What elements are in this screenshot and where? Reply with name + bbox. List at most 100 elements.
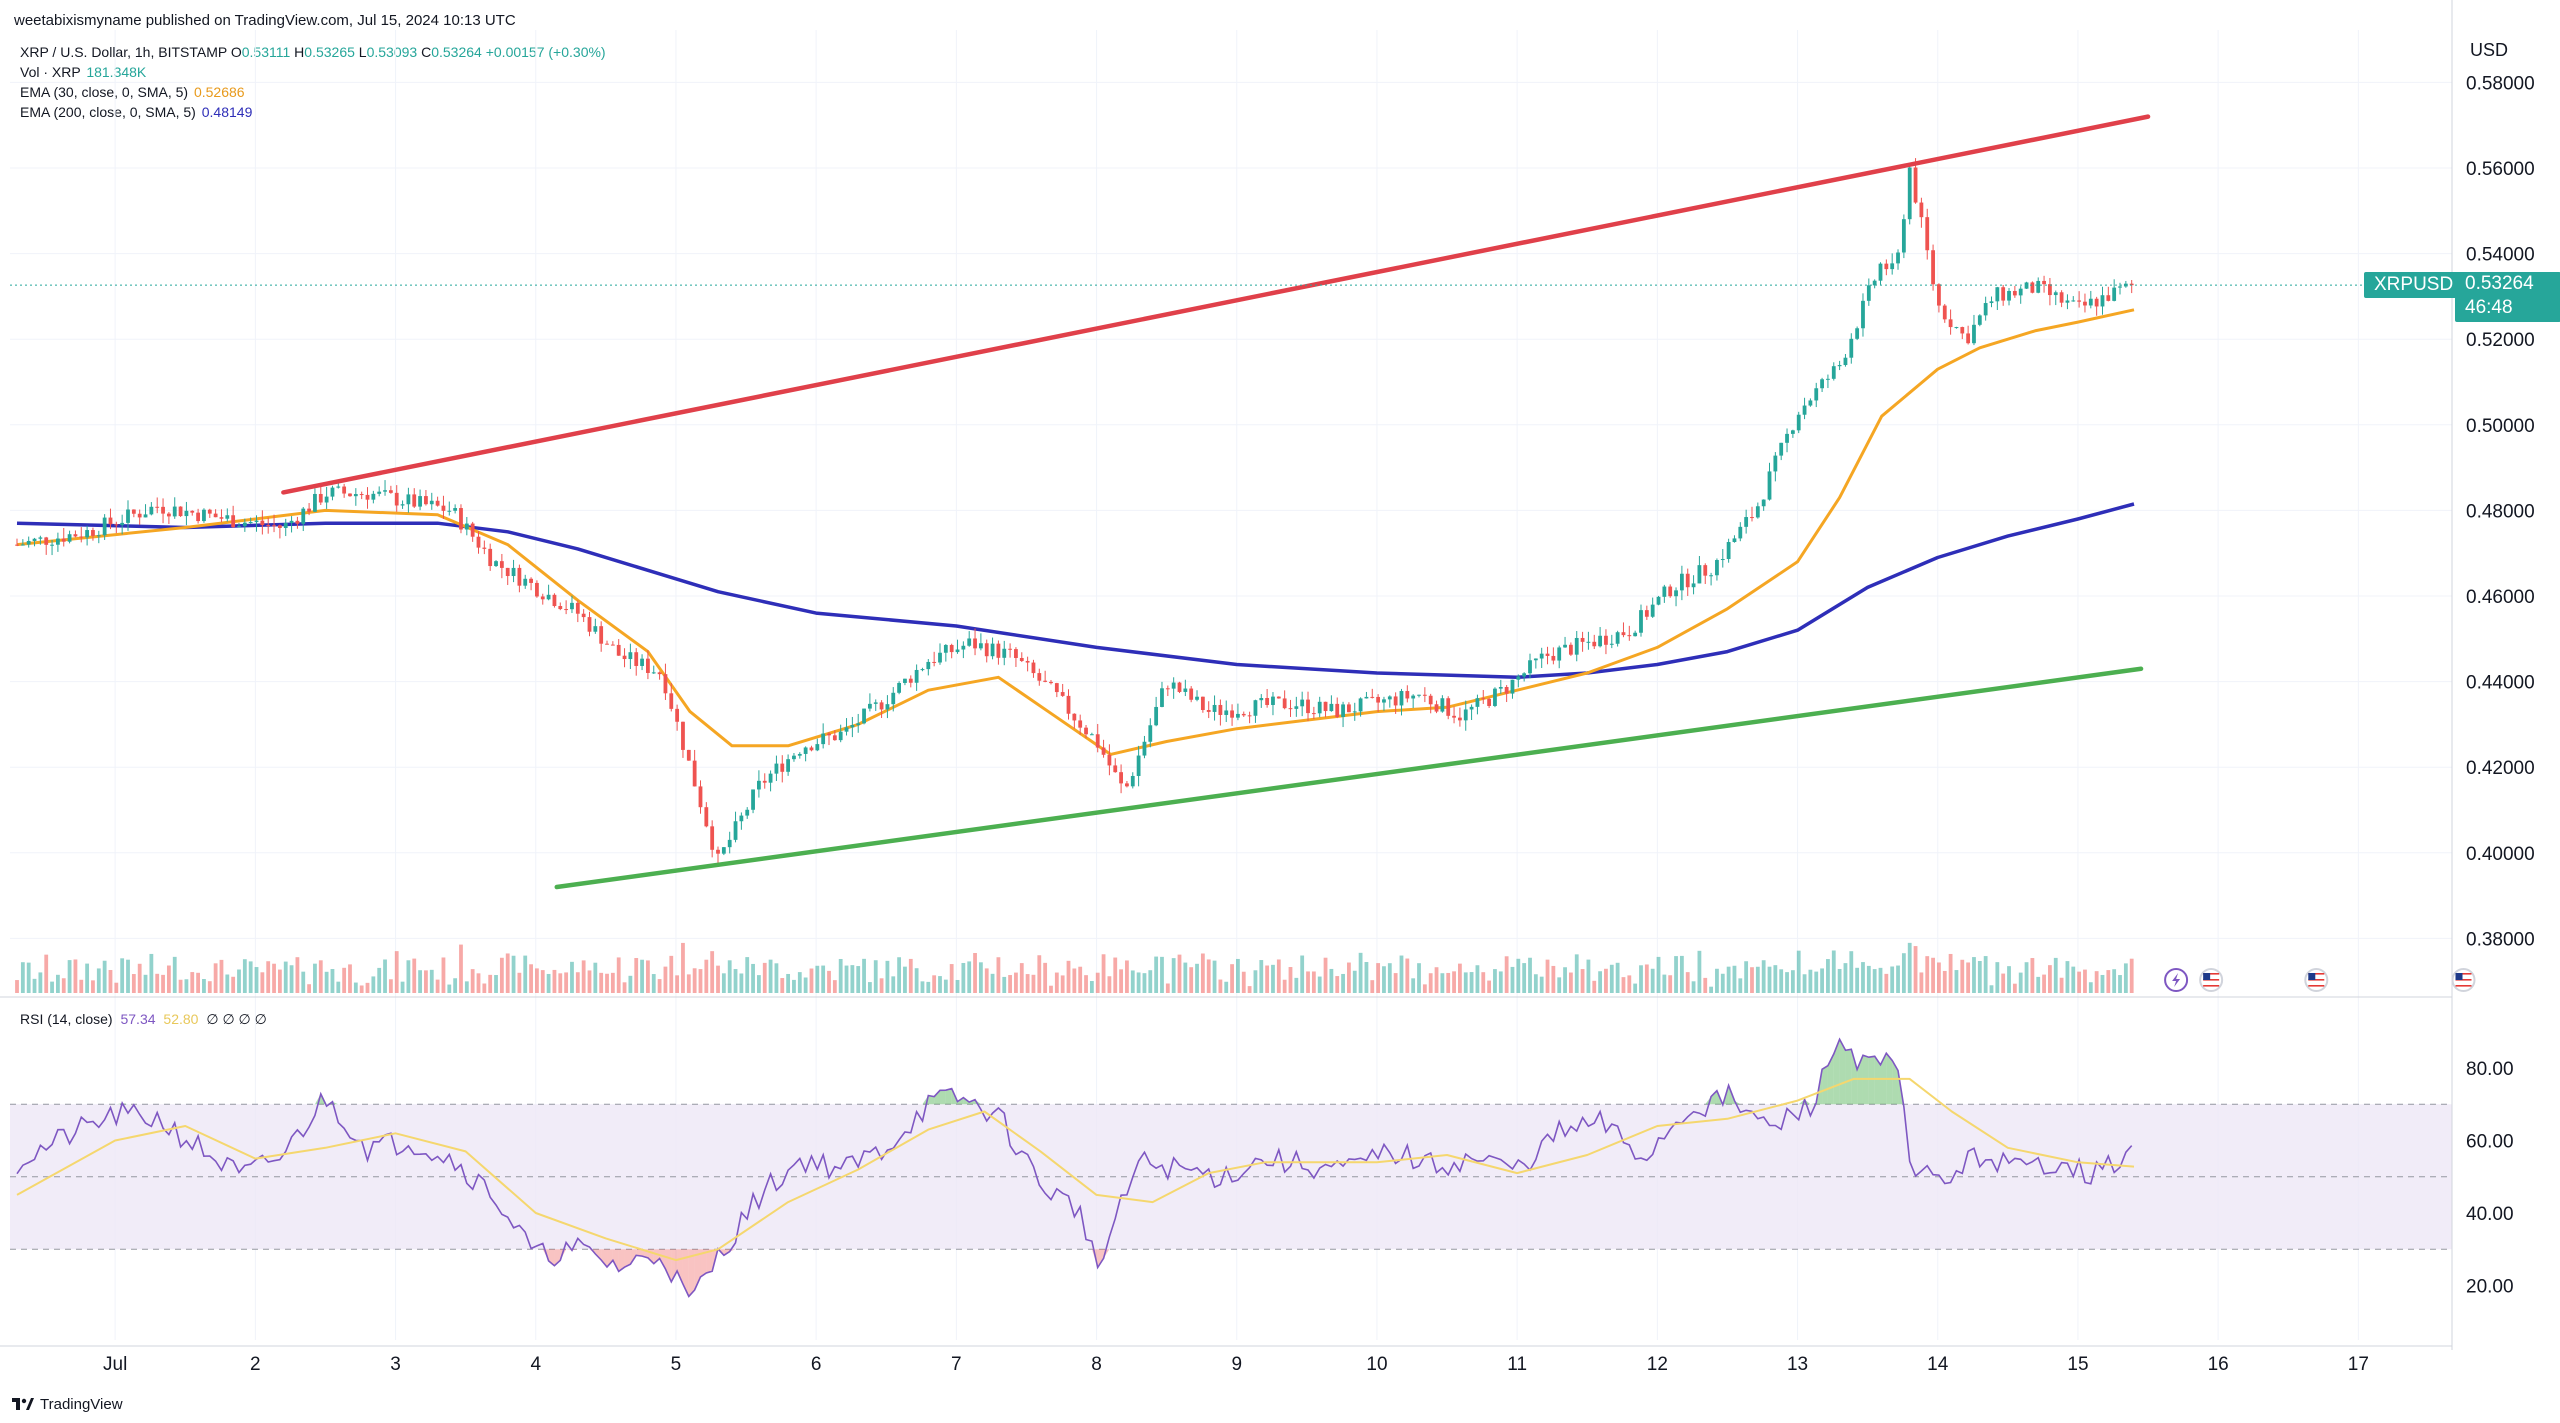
candle-body <box>242 522 247 527</box>
candle-body <box>628 652 633 660</box>
volume-bar <box>499 957 504 993</box>
candle-body <box>1732 538 1737 543</box>
candle-body <box>1837 365 1842 367</box>
candle-body <box>1831 366 1836 379</box>
candle-body <box>1919 202 1924 218</box>
volume-bar <box>1446 972 1451 993</box>
tradingview-footer[interactable]: TradingView <box>12 1396 123 1413</box>
volume-bar <box>1458 963 1462 993</box>
candle-body <box>388 490 393 493</box>
volume-bar <box>856 966 861 993</box>
price-tick-label: 0.40000 <box>2466 844 2535 865</box>
rsi-zone-fill <box>116 1103 123 1105</box>
volume-bar <box>1639 965 1643 993</box>
candle-body <box>1627 635 1632 637</box>
volume-bar <box>102 960 107 993</box>
candle-body <box>1084 727 1088 735</box>
volume-bar <box>289 965 294 993</box>
candle-body <box>1504 687 1509 694</box>
candle-body <box>587 617 592 632</box>
volume-bar <box>1224 981 1229 993</box>
volume-legend[interactable]: Vol · XRP 181.348K <box>20 64 147 80</box>
time-tick-label: 15 <box>2067 1354 2088 1375</box>
candle-body <box>248 522 253 524</box>
candle-body <box>1785 433 1789 443</box>
candle-body <box>108 517 113 525</box>
rsi-zone-fill <box>1892 1060 1899 1105</box>
volume-bar <box>131 974 136 993</box>
volume-bar <box>634 958 639 993</box>
candle-body <box>1814 388 1819 401</box>
ema200-legend[interactable]: EMA (200, close, 0, SMA, 5) 0.48149 <box>20 104 253 120</box>
event-icons <box>2164 968 2476 992</box>
volume-bar <box>96 968 101 993</box>
candle-body <box>1884 263 1889 270</box>
candle-body <box>1335 703 1340 717</box>
candle-body <box>219 517 224 519</box>
candle-body <box>762 780 767 783</box>
candle-body <box>1779 442 1784 456</box>
candle-body <box>1458 717 1462 721</box>
volume-bar <box>1387 963 1392 993</box>
candle-body <box>955 649 960 653</box>
candle-body <box>1428 695 1433 705</box>
candle-body <box>838 731 843 741</box>
volume-bar <box>558 973 563 993</box>
symbol-legend[interactable]: XRP / U.S. Dollar, 1h, BITSTAMP O0.53111… <box>20 44 606 60</box>
footer-brand: TradingView <box>40 1396 123 1413</box>
volume-bar <box>1662 974 1667 993</box>
candle-body <box>1662 586 1667 597</box>
candle-body <box>2083 301 2087 306</box>
volume-bar <box>1498 971 1503 993</box>
volume-bar <box>1049 985 1053 993</box>
volume-bar <box>20 962 25 993</box>
rsi-zone-fill <box>934 1090 940 1105</box>
rsi-zone-fill <box>601 1249 608 1268</box>
rsi-zone-fill <box>945 1088 952 1105</box>
volume-bar <box>470 969 475 993</box>
volume-bar <box>1206 959 1211 993</box>
candle-body <box>949 644 954 653</box>
volume-bar <box>1814 971 1819 993</box>
volume-bar <box>646 960 650 993</box>
candle-body <box>1095 734 1100 748</box>
volume-bar <box>1849 951 1854 993</box>
volume-bar <box>1896 965 1900 993</box>
candle-body <box>1516 676 1521 680</box>
volume-bar <box>903 966 907 993</box>
candle-body <box>809 747 814 751</box>
candle-body <box>1872 280 1877 286</box>
volume-bar <box>1937 962 1941 993</box>
candle-body <box>1639 610 1643 633</box>
candle-body <box>1715 560 1719 576</box>
volume-bar <box>657 979 662 993</box>
candle-body <box>318 493 323 503</box>
volume-bar <box>1709 986 1713 993</box>
ema30-legend[interactable]: EMA (30, close, 0, SMA, 5) 0.52686 <box>20 84 245 100</box>
candle-body <box>1037 673 1042 681</box>
candle-body <box>1066 695 1071 714</box>
volume-bar <box>1008 975 1012 993</box>
candle-body <box>1989 301 1994 304</box>
candle-body <box>686 749 691 761</box>
volume-bar <box>2007 966 2011 993</box>
volume-bar <box>511 955 516 993</box>
candle-body <box>1306 699 1310 714</box>
volume-bar <box>231 976 236 993</box>
candle-body <box>277 525 282 529</box>
volume-bar <box>517 972 522 993</box>
candle-body <box>926 661 931 670</box>
candle-body <box>330 487 335 497</box>
volume-bar <box>143 974 148 993</box>
candle-body <box>2100 295 2105 307</box>
candle-body <box>657 672 662 675</box>
candle-body <box>1644 610 1649 617</box>
rsi-tick-label: 40.00 <box>2466 1204 2514 1225</box>
candle-body <box>1247 715 1252 717</box>
rsi-legend[interactable]: RSI (14, close) 57.34 52.80 ∅ ∅ ∅ ∅ <box>20 1011 267 1027</box>
candle-body <box>207 509 212 514</box>
volume-bar <box>91 980 95 993</box>
candle-body <box>1568 644 1573 655</box>
volume-bar <box>540 970 545 993</box>
